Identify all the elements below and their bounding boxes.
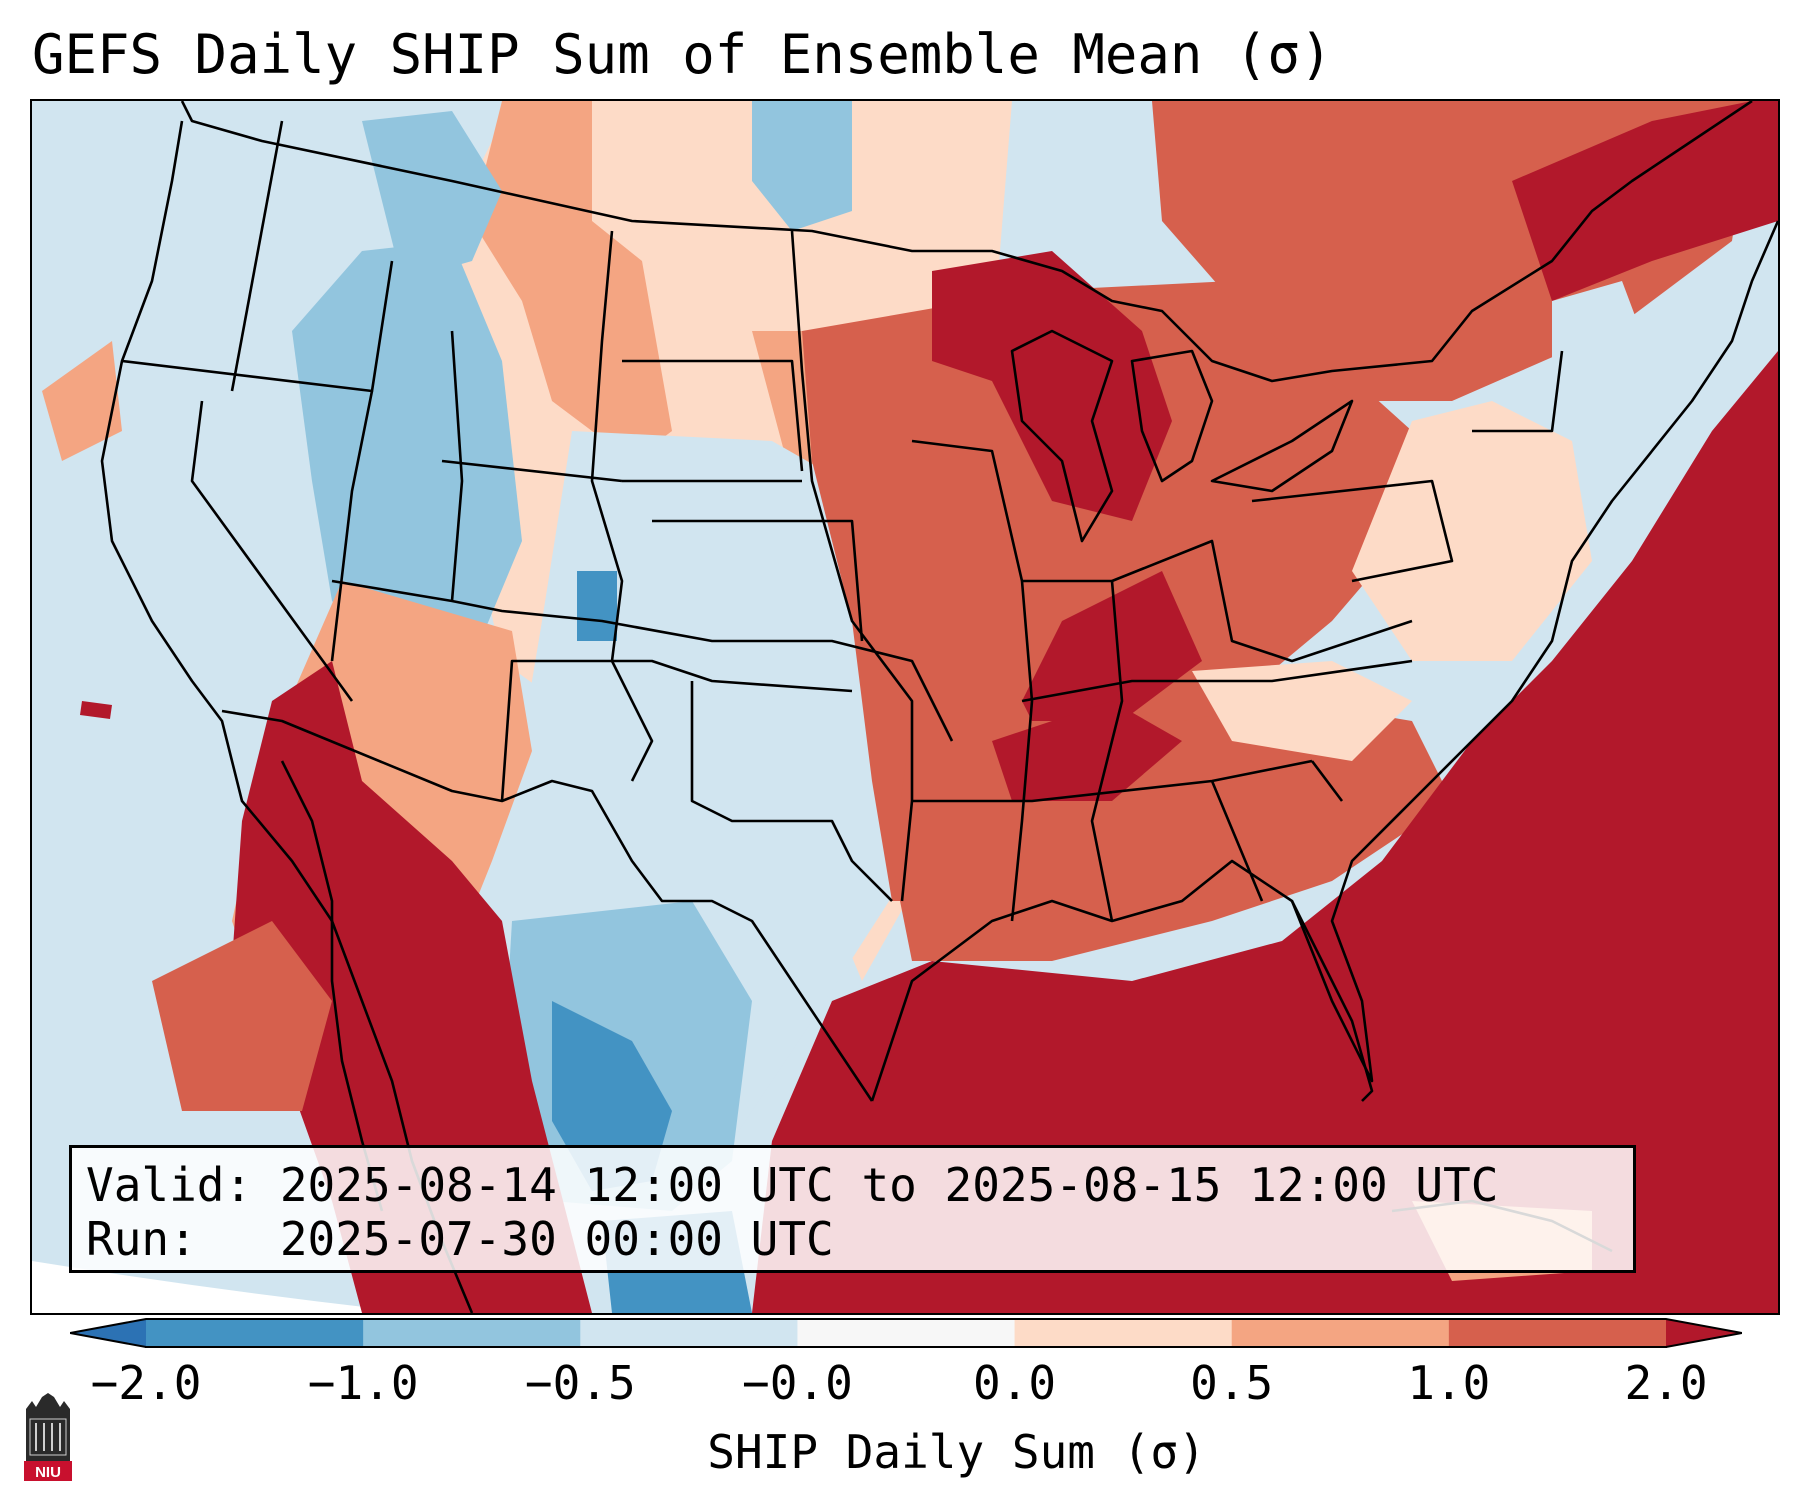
svg-text:NIU: NIU (35, 1464, 61, 1481)
colorbar-bin (1666, 1319, 1742, 1347)
colorbar-tick-label: −0.5 (524, 1356, 636, 1410)
colorbar-tick-label: 0.5 (1190, 1356, 1274, 1410)
state-line-8 (441, 459, 623, 483)
baja-coast (280, 760, 384, 1212)
field-intermountain-blue (292, 241, 522, 661)
state-line-4 (230, 120, 284, 392)
state-line-6 (450, 330, 464, 602)
us-canada-border (180, 101, 1753, 383)
florida-coast (1290, 900, 1374, 1102)
state-line-16 (1022, 579, 1124, 922)
colorbar-outline (70, 1318, 1742, 1348)
colorbar-tick-label: −1.0 (307, 1356, 419, 1410)
valid-time-text: Valid: 2025-08-14 12:00 UTC to 2025-08-1… (86, 1158, 1499, 1212)
state-line-17 (1111, 539, 1413, 663)
colorbar-tick-label: 0.0 (973, 1356, 1057, 1410)
us-mexico-border (221, 709, 874, 1102)
field-great-lakes-red (932, 251, 1172, 521)
map-canvas (32, 101, 1778, 1313)
field-montana-blue (752, 101, 852, 231)
field-offshore-red (80, 701, 112, 719)
field-texas-deep-blue (552, 1001, 672, 1191)
run-time-text: Run: 2025-07-30 00:00 UTC (86, 1212, 834, 1266)
state-line-7 (590, 230, 654, 782)
west-coast (100, 120, 474, 1313)
field-atlantic-gulf-red (752, 351, 1778, 1313)
state-line-20 (1210, 780, 1264, 902)
validity-info-box: Valid: 2025-08-14 12:00 UTC to 2025-08-1… (69, 1145, 1636, 1273)
field-new-england-blue (1552, 281, 1652, 401)
state-line-13 (690, 681, 893, 902)
colorbar-label: SHIP Daily Sum (σ) (707, 1425, 1206, 1479)
colorbar (70, 1318, 1742, 1348)
great-lakes (1010, 329, 1354, 543)
field-colorado-blue (577, 571, 617, 641)
map-panel: Valid: 2025-08-14 12:00 UTC to 2025-08-1… (30, 99, 1780, 1315)
field-idaho-blue (362, 111, 502, 281)
state-line-12 (500, 659, 853, 802)
state-line-11 (652, 519, 864, 642)
colorbar-tick-label: −0.0 (742, 1356, 853, 1410)
colorbar-bin (146, 1319, 364, 1347)
field-baja-red (152, 921, 332, 1111)
colorbar-tick-labels: −2.0 −1.0 −0.5 −0.0 0.0 0.5 1.0 2.0 (0, 1355, 1803, 1415)
state-line-2 (190, 400, 354, 702)
colorbar-tick-label: −2.0 (90, 1356, 202, 1410)
state-line-9 (622, 359, 804, 472)
state-line-5 (331, 579, 954, 742)
state-line-23 (1472, 350, 1564, 433)
colorbar-bin (70, 1319, 146, 1347)
field-quebec-red (1512, 101, 1778, 301)
field-tennessee-red (992, 701, 1182, 801)
state-borders (100, 101, 1778, 1313)
state-line-3 (330, 390, 374, 662)
field-plains-orange (472, 101, 672, 461)
colorbar-bin (797, 1319, 1016, 1347)
state-line-21 (1310, 760, 1344, 802)
field-offshore-orange (42, 341, 122, 461)
colorbar-tick-label: 1.0 (1407, 1356, 1491, 1410)
gulf-coast (870, 220, 1778, 1102)
niu-logo: NIU (24, 1393, 72, 1481)
state-line-22 (1251, 479, 1454, 583)
colorbar-bin (363, 1319, 581, 1347)
colorbar-bin (1448, 1319, 1667, 1347)
colorbar-bin (1231, 1319, 1450, 1347)
field-northeast-light (1352, 401, 1592, 661)
map-title: GEFS Daily SHIP Sum of Ensemble Mean (σ) (32, 23, 1333, 86)
state-line-15 (911, 439, 1034, 922)
colorbar-bin (1014, 1319, 1233, 1347)
field-ohio-valley-red (1022, 571, 1202, 741)
colorbar-tick-label: 2.0 (1624, 1356, 1708, 1410)
field-carolinas-light (1192, 661, 1412, 761)
state-line-18 (1021, 659, 1413, 703)
state-line-19 (912, 759, 1313, 803)
colorbar-bin (580, 1319, 798, 1347)
